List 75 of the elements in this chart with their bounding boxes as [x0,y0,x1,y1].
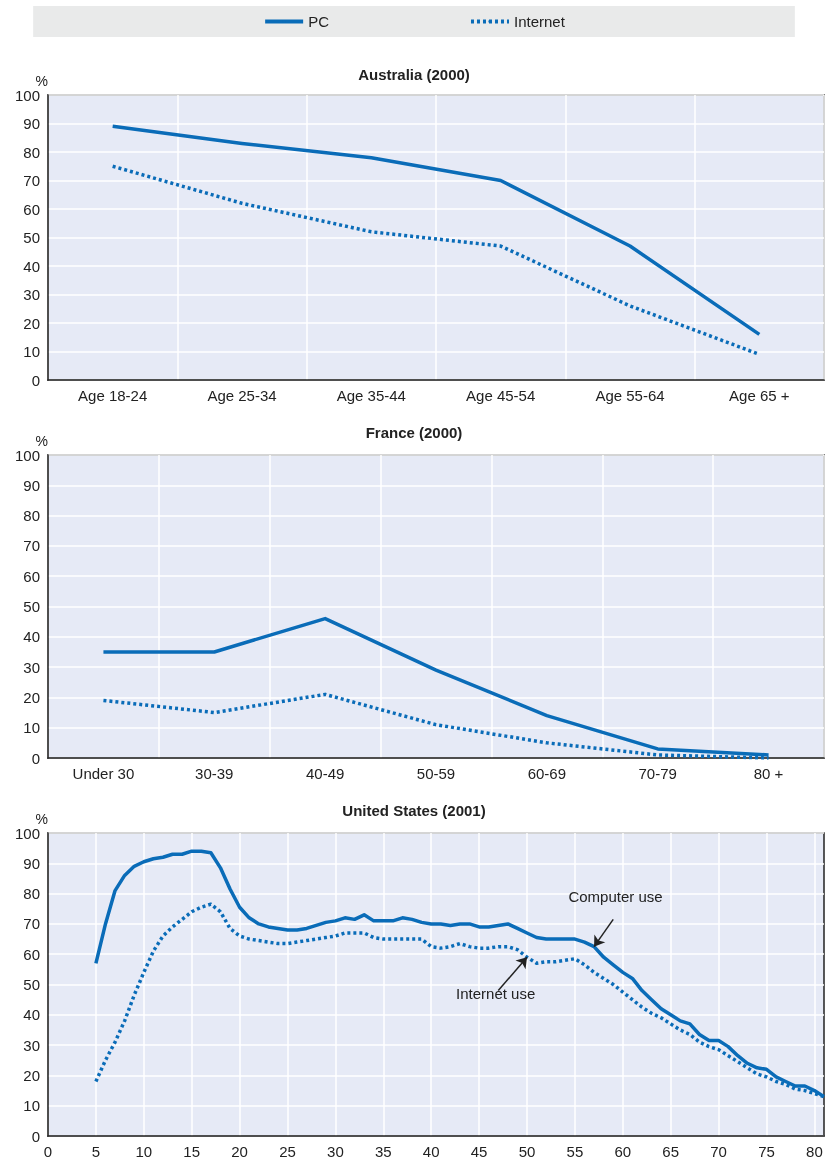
x-tick-label: 80 [806,1143,823,1160]
x-tick-label: 70-79 [638,765,677,782]
x-tick-label: 10 [135,1143,153,1160]
y-tick-label: 90 [23,854,40,872]
y-tick-label: 30 [23,1036,40,1054]
y-tick-label: 90 [23,115,40,132]
x-tick-label: 35 [374,1143,392,1160]
x-tick-label: 70 [710,1143,727,1160]
y-tick-label: 40 [23,1006,40,1024]
x-tick-label: 60-69 [527,765,567,782]
x-tick-label: 55 [566,1143,584,1160]
x-tick-label: Age 25-34 [207,387,277,404]
x-tick-label: 65 [662,1143,680,1160]
y-tick-label: 100 [14,86,40,104]
y-tick-label: 70 [23,537,40,555]
y-tick-label: 40 [23,628,40,646]
y-tick-label: 30 [23,286,40,303]
y-tick-label: 60 [23,945,40,963]
y-tick-label: 80 [23,143,40,161]
x-tick-label: 0 [43,1143,53,1160]
y-tick-label: 0 [31,749,40,767]
x-tick-label: 60 [614,1143,632,1160]
y-tick-label: 80 [23,885,40,903]
x-tick-label: 25 [279,1143,296,1160]
x-tick-label: 30 [327,1143,344,1160]
y-tick-label: 100 [14,824,40,842]
annotation: Computer use [568,888,663,906]
y-tick-label: 70 [23,915,40,933]
y-tick-label: 70 [23,172,40,189]
y-tick-label: 0 [31,1127,40,1145]
y-axis-title: % [35,432,48,449]
x-tick-label: Age 45-54 [466,387,536,404]
y-tick-label: 10 [23,343,40,360]
y-tick-label: 10 [23,719,40,737]
chart-title: United States (2001) [342,802,486,819]
x-tick-label: Age 18-24 [78,387,148,404]
y-tick-label: 60 [23,567,40,585]
x-tick-label: 75 [758,1143,775,1160]
y-tick-label: 20 [23,314,40,332]
line-series [110,124,762,337]
x-tick-label: 45 [470,1143,488,1160]
chart-title: France (2000) [365,424,463,441]
y-tick-label: 10 [23,1097,40,1115]
y-tick-label: 40 [23,257,40,275]
x-tick-label: 15 [183,1143,201,1160]
x-tick-label: 5 [91,1143,101,1160]
legend-label: PC [308,13,330,30]
x-tick-label: 50-59 [416,765,456,782]
y-tick-label: 50 [23,229,40,246]
x-tick-label: 30-39 [195,765,234,782]
x-tick-label: Age 65 + [729,387,790,404]
y-tick-label: 50 [23,598,40,615]
chart-title: Australia (2000) [358,66,470,83]
y-axis-title: % [35,72,48,89]
y-tick-label: 50 [23,976,40,993]
y-tick-label: 100 [14,446,40,464]
y-tick-label: 0 [31,371,40,389]
y-tick-label: 30 [23,658,40,676]
line-series [101,616,771,757]
x-tick-label: Age 35-44 [336,387,406,404]
x-tick-label: 50 [518,1143,536,1160]
annotation: Internet use [456,985,536,1003]
y-tick-label: 20 [23,1066,40,1084]
legend-label: Internet [513,13,566,30]
x-tick-label: 40-49 [305,765,345,782]
x-tick-label: Age 55-64 [595,387,665,404]
y-tick-label: 90 [23,476,40,494]
y-tick-label: 60 [23,200,40,218]
x-tick-label: 40 [422,1143,440,1160]
x-tick-label: Under 30 [72,765,135,782]
y-axis-title: % [35,810,48,827]
x-tick-label: 80 + [753,765,784,782]
y-tick-label: 20 [23,688,40,706]
y-tick-label: 80 [23,507,40,525]
x-tick-label: 20 [231,1143,248,1160]
